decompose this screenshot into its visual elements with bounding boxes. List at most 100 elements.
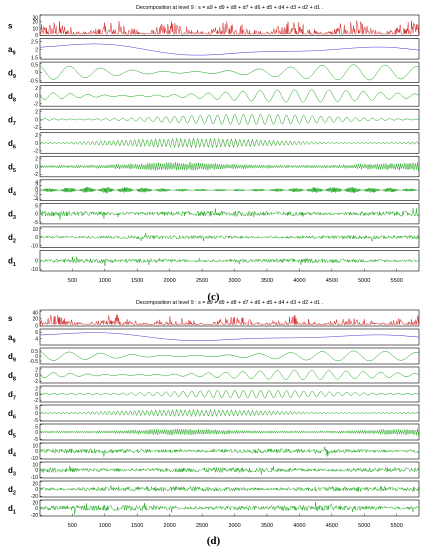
panel-d4: d4 100-10 bbox=[8, 442, 420, 462]
panel-frame bbox=[39, 328, 420, 346]
y-tick-label: 0 bbox=[35, 188, 38, 194]
y-tick-label: 4 bbox=[35, 180, 38, 186]
series-d9 bbox=[39, 64, 420, 81]
series-d7 bbox=[39, 113, 420, 126]
y-tick-label: 0 bbox=[35, 468, 38, 474]
y-tick-label: -10 bbox=[31, 267, 38, 273]
y-tick-label: 0 bbox=[35, 323, 38, 329]
y-tick-label: 2 bbox=[35, 47, 38, 53]
panel-d5: d5 20 -2 bbox=[8, 155, 420, 178]
panel-a9: a9 2.52 1.5 bbox=[8, 38, 420, 61]
y-tick-label: -0.5 bbox=[29, 79, 38, 85]
x-tick-label: 1000 bbox=[99, 523, 111, 529]
series-d3 bbox=[39, 208, 420, 220]
y-tick-label: 0 bbox=[35, 430, 38, 436]
panel-label: s bbox=[8, 314, 13, 323]
y-tick-label: 20 bbox=[32, 20, 38, 26]
x-tick-label: 2500 bbox=[196, 523, 208, 529]
panel-label: d8 bbox=[8, 92, 16, 104]
y-tick-label: 2 bbox=[35, 183, 38, 189]
y-tick-label: 2 bbox=[35, 157, 38, 163]
panel-label: d1 bbox=[8, 504, 16, 516]
x-tick-label: 2500 bbox=[196, 278, 208, 284]
panel-d2: d2 200-20 bbox=[8, 480, 420, 500]
series-d3 bbox=[39, 465, 420, 475]
y-tick-label: 10 bbox=[32, 462, 38, 468]
panel-label: d2 bbox=[8, 233, 16, 245]
y-tick-label: 20 bbox=[32, 317, 38, 323]
series-d8 bbox=[39, 89, 420, 103]
y-tick-label: 0 bbox=[35, 70, 38, 76]
x-tick-label: 5500 bbox=[391, 278, 403, 284]
panel-d6: d6 50-5 bbox=[8, 404, 420, 424]
y-tick-label: 0 bbox=[35, 449, 38, 455]
panel-frame bbox=[39, 404, 420, 422]
panel-label: d9 bbox=[8, 68, 16, 80]
y-tick-label: 0.5 bbox=[31, 349, 38, 355]
panel-d4: d4 420-2-4 bbox=[8, 179, 420, 203]
y-tick-label: 2 bbox=[35, 133, 38, 139]
x-tick-label: 2000 bbox=[164, 278, 176, 284]
y-tick-label: 5 bbox=[35, 204, 38, 210]
y-tick-label: 0 bbox=[35, 164, 38, 170]
figure-c: Decomposition at level 9 : s = a9 + d9 +… bbox=[8, 5, 420, 284]
panel-label: d6 bbox=[8, 139, 16, 151]
series-s bbox=[39, 20, 419, 36]
panel-label: a9 bbox=[8, 333, 16, 345]
y-tick-label: -2 bbox=[34, 125, 39, 131]
series-d2 bbox=[39, 485, 420, 493]
panel-frame bbox=[39, 309, 420, 327]
y-tick-label: -4 bbox=[34, 197, 39, 203]
y-tick-label: -10 bbox=[31, 475, 38, 481]
series-d6 bbox=[39, 408, 420, 418]
panel-d9: d90.50-0.5 bbox=[8, 61, 420, 85]
series-d1 bbox=[39, 501, 420, 515]
y-tick-label: 30 bbox=[32, 15, 38, 21]
panel-frame bbox=[39, 85, 420, 107]
series-d6 bbox=[39, 137, 420, 149]
panel-frame bbox=[39, 61, 420, 83]
y-tick-label: 0 bbox=[35, 354, 38, 360]
y-tick-label: 40 bbox=[32, 310, 38, 316]
y-tick-label: 0 bbox=[35, 259, 38, 265]
chart-title: Decomposition at level 9 : s = a9 + d9 +… bbox=[136, 5, 323, 11]
series-d8 bbox=[39, 370, 420, 380]
y-tick-label: 5 bbox=[35, 424, 38, 430]
y-tick-label: -5 bbox=[34, 418, 39, 424]
panel-frame bbox=[39, 366, 420, 384]
y-tick-label: 10 bbox=[32, 227, 38, 233]
series-d4 bbox=[39, 186, 420, 194]
y-tick-label: -0.5 bbox=[29, 359, 38, 365]
y-tick-label: -10 bbox=[31, 244, 38, 250]
panel-label: d3 bbox=[8, 210, 16, 222]
panel-d9: d90.50-0.5 bbox=[8, 347, 420, 365]
y-tick-label: 0 bbox=[35, 373, 38, 379]
y-tick-label: 4 bbox=[35, 336, 38, 342]
y-tick-label: 0 bbox=[35, 117, 38, 123]
panel-label: d5 bbox=[8, 163, 16, 175]
y-tick-label: -2 bbox=[34, 192, 39, 198]
panel-label: d7 bbox=[8, 390, 16, 402]
x-tick-label: 1500 bbox=[131, 278, 143, 284]
x-tick-label: 5500 bbox=[391, 523, 403, 529]
y-tick-label: 2 bbox=[35, 386, 38, 392]
panel-label: d5 bbox=[8, 428, 16, 440]
y-tick-label: 0 bbox=[35, 411, 38, 417]
y-tick-label: 0 bbox=[35, 235, 38, 241]
y-tick-label: 0 bbox=[35, 487, 38, 493]
panel-label: d4 bbox=[8, 186, 17, 198]
y-tick-label: 2 bbox=[35, 86, 38, 92]
panel-label: d3 bbox=[8, 466, 16, 478]
x-tick-label: 5000 bbox=[358, 278, 370, 284]
y-tick-label: 0 bbox=[35, 392, 38, 398]
series-d1 bbox=[39, 256, 420, 267]
series-s bbox=[39, 314, 420, 326]
y-tick-label: 20 bbox=[32, 481, 38, 487]
series-a9 bbox=[39, 332, 420, 341]
y-tick-label: 0 bbox=[35, 506, 38, 512]
y-tick-label: 0 bbox=[35, 211, 38, 217]
